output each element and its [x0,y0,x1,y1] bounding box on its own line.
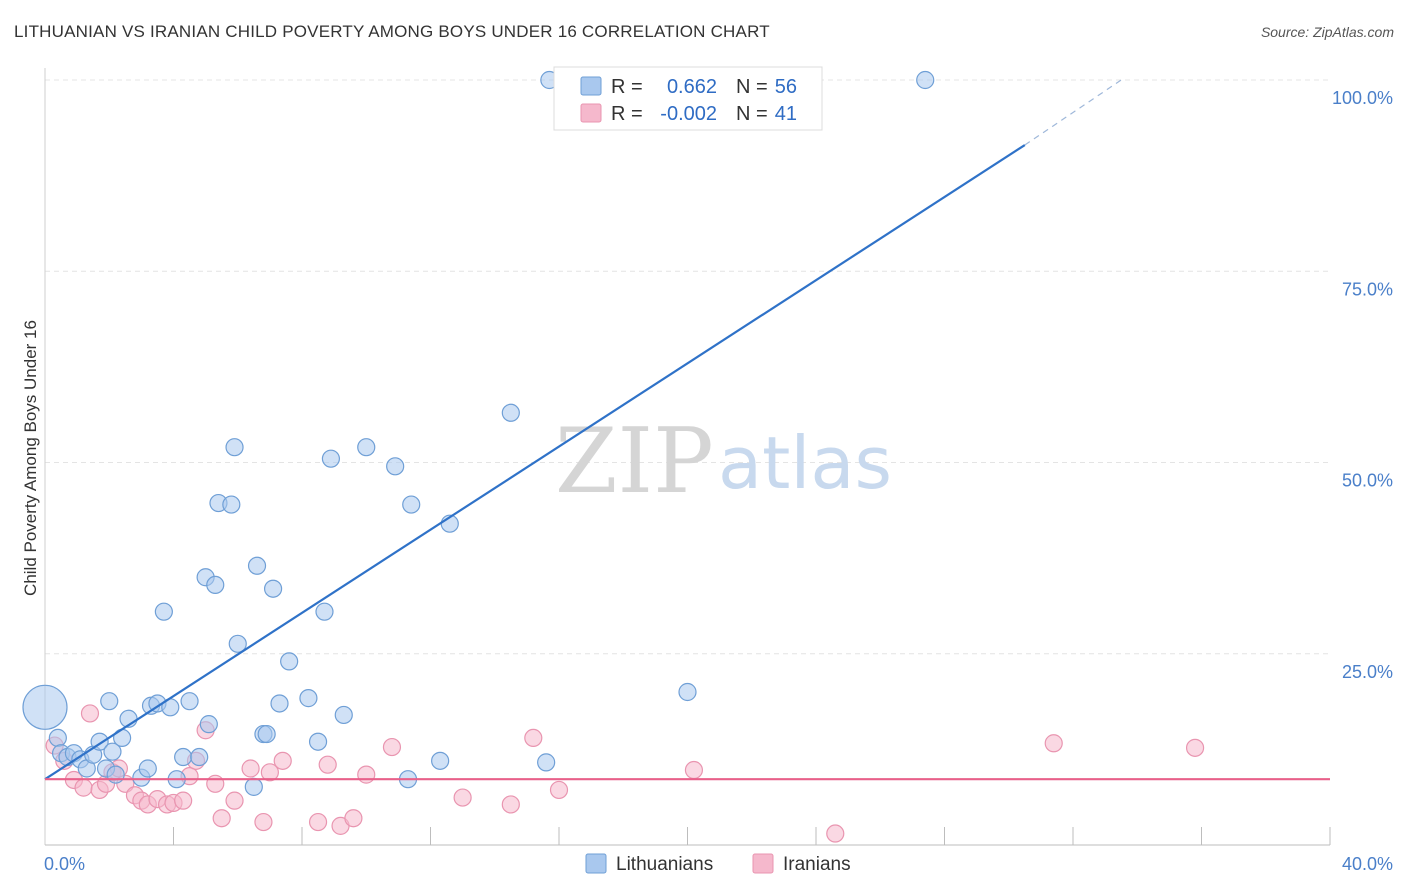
iranian-point [524,728,543,748]
chart-title: LITHUANIAN VS IRANIAN CHILD POVERTY AMON… [14,22,770,41]
lithuanian-point [402,495,421,514]
lithuanian-point [501,403,520,422]
lithuanian-point [48,728,67,748]
lithuanian-point [308,732,328,751]
iranian-point [212,809,231,828]
iranian-point [273,751,292,770]
legend-label-lithuanians: Lithuanians [616,854,713,875]
chart-source: Source: ZipAtlas.com [1260,24,1394,40]
lithuanian-point [225,438,244,457]
lithuanian-point [154,602,173,621]
lithuanian-point [106,765,125,784]
legend-swatch-iranians [580,103,602,123]
lithuanian-point [315,602,334,621]
legend-n-value: 41 [775,103,797,125]
watermark: ZIP atlas [555,409,892,514]
iranian-point [174,791,193,810]
legend-swatch-lithuanians [585,853,607,874]
lithuanian-point [431,751,450,770]
iranian-point [684,760,704,780]
iranian-point [254,812,273,832]
lithuanians-trend-line [44,144,1026,781]
lithuanian-point [103,742,122,761]
legend-r-value: 0.662 [667,76,717,98]
lithuanian-point [180,692,199,711]
lithuanian-point [916,70,935,90]
iranian-point [344,809,363,828]
legend-r-label: R = [611,76,643,98]
correlation-legend: R = 0.662 N = 56 R = -0.002 N = 41 [553,66,823,131]
iranian-point [1044,734,1063,753]
lithuanian-point [257,724,276,744]
lithuanians-trend-line-extension [1024,79,1122,146]
series-legend: Lithuanians Iranians [585,853,851,875]
lithuanian-point [100,692,119,711]
legend-r-value: -0.002 [660,103,717,125]
lithuanian-point [199,715,218,734]
iranian-point [453,788,472,807]
legend-r-label: R = [611,103,643,125]
lithuanian-point [222,495,241,514]
y-tick-label: 75.0% [1342,279,1393,299]
lithuanian-point [263,579,283,598]
legend-n-value: 56 [775,76,797,98]
iranian-point [260,763,279,782]
iranians-points [45,704,1205,843]
legend-n-label: N = [736,76,768,98]
lithuanian-point [280,652,299,671]
grid-layer [45,79,1330,655]
y-tick-label: 25.0% [1342,662,1393,682]
x-tick-label-max: 40.0% [1342,854,1393,874]
iranian-point [549,780,569,800]
iranian-point [826,824,845,843]
iranian-point [206,774,225,793]
trend-lines [44,79,1330,781]
lithuanian-point [244,777,263,796]
lithuanian-point [357,438,376,457]
legend-swatch-lithuanians [580,76,602,96]
lithuanian-point [386,457,405,476]
y-tick-label: 50.0% [1342,471,1393,491]
iranian-point [74,778,93,797]
y-tick-labels: 25.0% 50.0% 75.0% 100.0% [1332,88,1393,682]
y-tick-label: 100.0% [1332,88,1393,108]
iranian-point [80,704,100,723]
lithuanian-point [270,694,289,713]
iranian-point [382,737,402,757]
lithuanian-point [228,634,247,653]
lithuanian-point [247,556,267,575]
lithuanian-point [190,747,209,767]
lithuanian-point [537,753,556,772]
lithuanians-points [22,70,935,796]
iranian-point [318,755,337,774]
lithuanian-point [321,449,341,468]
lithuanian-point [299,689,318,708]
iranian-point [501,795,520,814]
iranian-point [1185,738,1205,757]
watermark-atlas: atlas [718,421,892,505]
lithuanian-point [678,682,697,702]
lithuanian-point [22,684,68,730]
watermark-zip: ZIP [555,409,714,514]
lithuanian-point [334,705,353,725]
iranian-point [225,791,244,810]
lithuanian-point [138,759,157,778]
lithuanian-point [206,575,225,595]
lithuanian-point [174,747,193,767]
iranian-point [308,812,328,832]
iranian-point [357,765,376,784]
legend-label-iranians: Iranians [783,854,851,875]
legend-n-label: N = [736,103,768,125]
legend-swatch-iranians [752,853,774,874]
x-tick-label-min: 0.0% [44,854,85,874]
y-axis-label: Child Poverty Among Boys Under 16 [21,320,40,596]
iranian-point [241,759,260,778]
